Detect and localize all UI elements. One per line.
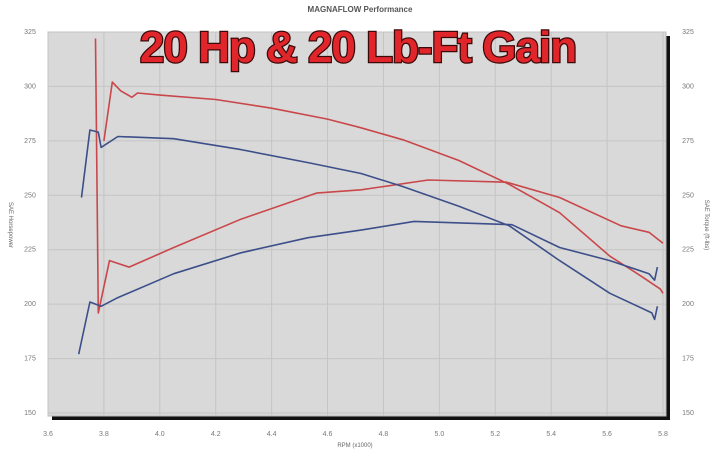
blue-series-line-3 [80,129,659,321]
left-y-tick-label: 150 [24,410,36,417]
left-y-tick-label: 200 [24,301,36,308]
red-series-line-2 [94,38,664,314]
x-tick-label: 5.6 [602,431,612,438]
blue-series-line-4 [77,220,659,355]
right-y-tick-label: 300 [682,83,694,90]
x-tick-label: 4.2 [211,431,221,438]
right-y-tick-label: 225 [682,247,694,254]
right-y-axis-label: SAE Torque (ft-lbs) [703,200,709,251]
gain-banner: 20 Hp & 20 Lb-Ft Gain [140,23,576,72]
plot-area [47,31,667,417]
x-tick-label: 5.8 [658,431,668,438]
x-tick-label: 3.8 [99,431,109,438]
x-tick-label: 3.6 [43,431,53,438]
right-y-ticks: 150 175 200 225 250 275 300 325 [682,29,694,417]
series-lines [77,38,664,355]
left-y-tick-label: 175 [24,356,36,363]
left-y-tick-label: 325 [24,29,36,36]
left-y-ticks: 150 175 200 225 250 275 300 325 [24,29,36,417]
x-tick-label: 5.4 [546,431,556,438]
x-tick-label: 4.4 [267,431,277,438]
x-tick-label: 5.2 [490,431,500,438]
x-tick-label: 4.0 [155,431,165,438]
x-ticks: 3.6 3.8 4.0 4.2 4.4 4.6 4.8 5.0 5.2 5.4 5.6 5.8 [43,431,668,438]
chart-title: MAGNAFLOW Performance [308,5,413,14]
left-y-tick-label: 300 [24,83,36,90]
left-y-tick-label: 250 [24,192,36,199]
x-tick-label: 5.0 [434,431,444,438]
x-tick-label: 4.6 [323,431,333,438]
x-axis-label: RPM (x1000) [337,443,372,449]
x-tick-label: 4.8 [379,431,389,438]
right-y-tick-label: 275 [682,138,694,145]
grid [47,31,666,416]
right-y-tick-label: 175 [682,356,694,363]
right-y-tick-label: 150 [682,410,694,417]
left-y-tick-label: 225 [24,247,36,254]
red-series-line-1 [103,81,664,294]
left-y-axis-label: SAE Horsepower [7,202,13,248]
right-y-tick-label: 250 [682,192,694,199]
right-y-tick-label: 200 [682,301,694,308]
right-y-tick-label: 325 [682,29,694,36]
left-y-tick-label: 275 [24,138,36,145]
